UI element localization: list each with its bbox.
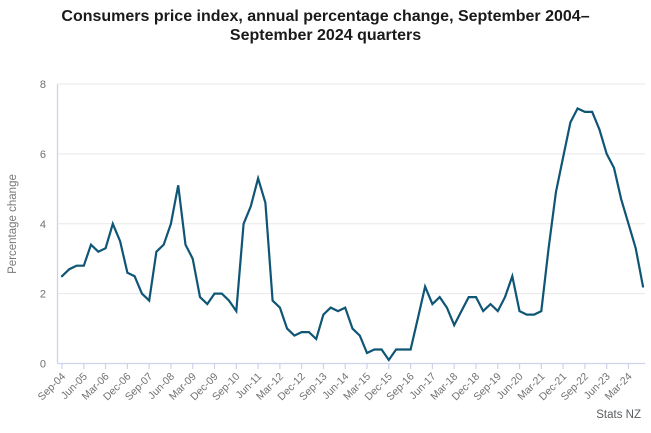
y-tick-label: 2 <box>40 289 46 301</box>
y-tick-label: 4 <box>40 219 46 231</box>
y-tick-label: 0 <box>40 359 46 371</box>
y-tick-label: 8 <box>40 79 46 91</box>
attribution: Stats NZ <box>596 409 641 421</box>
y-axis-title: Percentage change <box>7 174 19 274</box>
y-tick-label: 6 <box>40 149 46 161</box>
chart-title: Consumers price index, annual percentage… <box>61 8 590 44</box>
cpi-series-line <box>60 107 645 362</box>
